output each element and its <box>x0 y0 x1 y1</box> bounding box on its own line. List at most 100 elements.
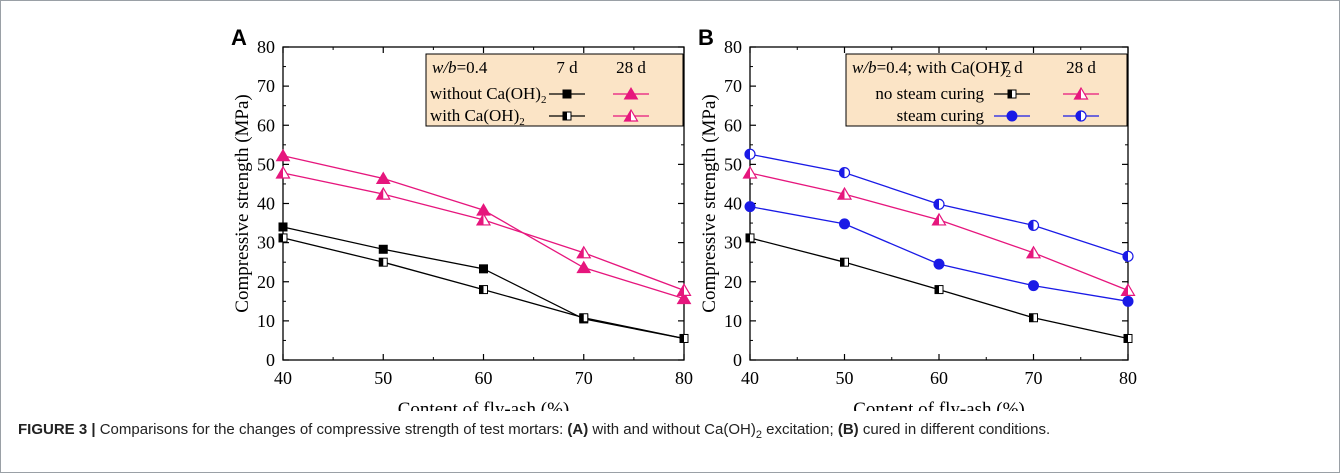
y-tick-label: 40 <box>257 194 275 214</box>
legend-marker-28d <box>1075 110 1087 122</box>
data-point <box>839 218 850 230</box>
chart-a: A 0 10 20 30 40 50 60 70 80 40 50 60 70 80 Content of … <box>231 25 693 420</box>
legend-marker-7d <box>1006 110 1018 122</box>
data-point <box>676 291 692 305</box>
y-tick-label: 0 <box>733 350 742 370</box>
y-tick-label: 70 <box>724 76 742 96</box>
caption-figure-label: FIGURE 3 | <box>18 421 96 438</box>
x-tick-label: 60 <box>475 368 493 388</box>
data-point <box>375 171 391 184</box>
caption-text-3: excitation; <box>761 421 838 438</box>
x-tick-label: 80 <box>675 368 693 388</box>
marker-triangle-half-fill <box>838 188 845 200</box>
marker-triangle-half-fill <box>1027 246 1034 258</box>
legend-col-28d: 28 d <box>616 58 646 77</box>
data-point <box>375 186 391 200</box>
marker-circle-half-fill <box>934 199 939 210</box>
marker-square-half-fill <box>935 285 939 294</box>
caption-text-2: with and without Ca(OH) <box>588 421 756 438</box>
data-point <box>836 186 853 200</box>
y-tick-label: 10 <box>257 311 275 331</box>
marker-square-half-fill <box>1124 334 1128 343</box>
data-point <box>378 257 388 267</box>
x-tick-label: 70 <box>1025 368 1043 388</box>
legend-col-28d: 28 d <box>1066 58 1096 77</box>
legend-row-1: without Ca(OH)2 <box>430 84 649 106</box>
marker-triangle <box>275 148 291 162</box>
data-point <box>934 285 944 295</box>
caption-text-1: Comparisons for the changes of compressi… <box>95 421 568 438</box>
marker-triangle-half-fill <box>1121 284 1128 296</box>
series-1 <box>745 233 1133 343</box>
data-point <box>1025 245 1042 259</box>
y-tick-label: 60 <box>724 115 742 135</box>
data-point <box>479 264 488 274</box>
legend-marker-28d <box>623 87 639 100</box>
data-point <box>1123 333 1133 343</box>
y-tick-label: 80 <box>724 37 742 57</box>
series-2 <box>275 148 692 305</box>
series-4 <box>275 165 692 296</box>
marker-circle-half-fill <box>1076 111 1081 121</box>
data-point <box>742 165 758 179</box>
x-tick-label: 50 <box>836 368 854 388</box>
y-tick-label: 80 <box>257 37 275 57</box>
data-point <box>1028 280 1039 292</box>
data-point <box>933 258 945 270</box>
legend-row-2: with Ca(OH)2 <box>430 106 649 128</box>
data-point <box>744 201 756 213</box>
x-axis-label: Content of fly-ash (%) <box>398 399 569 411</box>
data-point <box>579 313 589 323</box>
series-line <box>282 226 685 340</box>
marker-square-half-fill <box>1008 90 1012 98</box>
data-point <box>1027 219 1040 232</box>
caption-label-b: (B) <box>837 421 859 438</box>
y-tick-label: 50 <box>724 154 742 174</box>
series-1 <box>278 222 689 343</box>
legend-row-2: steam curing <box>897 106 1099 125</box>
legend-label: with Ca(OH)2 <box>430 106 525 128</box>
series-3 <box>278 233 689 343</box>
data-point <box>275 165 291 179</box>
x-tick-label: 70 <box>575 368 593 388</box>
series-4 <box>744 148 1134 262</box>
legend-marker-28d <box>623 108 639 122</box>
marker-square-half-fill <box>279 233 283 242</box>
figure-charts: A 0 10 20 30 40 50 60 70 80 40 50 60 70 80 Content of … <box>231 25 1137 420</box>
legend-header: w/b=0.4; with Ca(OH)2 <box>852 58 1011 80</box>
legend-marker-28d <box>1073 86 1089 100</box>
caption-subscript: 2 <box>755 429 762 441</box>
caption-text-4: cured in different conditions. <box>858 421 1051 438</box>
x-tick-label: 60 <box>930 368 948 388</box>
marker-triangle-half-fill <box>624 110 631 121</box>
figure-caption: FIGURE 3 | Comparisons for the changes o… <box>18 421 1328 441</box>
marker-triangle-half-fill <box>932 213 939 225</box>
y-tick-label: 20 <box>724 272 742 292</box>
marker-triangle-half-fill <box>743 166 750 178</box>
marker-square-half-fill <box>563 112 567 120</box>
data-point <box>576 245 592 259</box>
y-tick-label: 0 <box>266 350 275 370</box>
marker-triangle-half-fill <box>577 246 584 258</box>
marker-circle <box>744 201 756 213</box>
y-tick-label: 20 <box>257 272 275 292</box>
data-point <box>378 244 388 254</box>
data-point <box>840 257 849 267</box>
series-line <box>749 172 1129 291</box>
marker-circle <box>1028 280 1039 292</box>
data-point <box>933 198 945 210</box>
legend-box <box>425 53 684 127</box>
marker-square <box>278 222 288 232</box>
marker-square-half-fill <box>746 233 750 242</box>
marker-circle <box>839 218 850 230</box>
data-point <box>1122 250 1134 262</box>
y-tick-label: 50 <box>257 154 275 174</box>
data-point <box>1120 283 1136 296</box>
data-point <box>838 166 851 179</box>
series-line <box>282 155 685 300</box>
legend-marker-7d <box>562 89 572 99</box>
marker-square-half-fill <box>579 313 584 322</box>
data-point <box>679 333 689 343</box>
series-2 <box>742 165 1136 296</box>
panel-label-a: A <box>231 25 247 50</box>
